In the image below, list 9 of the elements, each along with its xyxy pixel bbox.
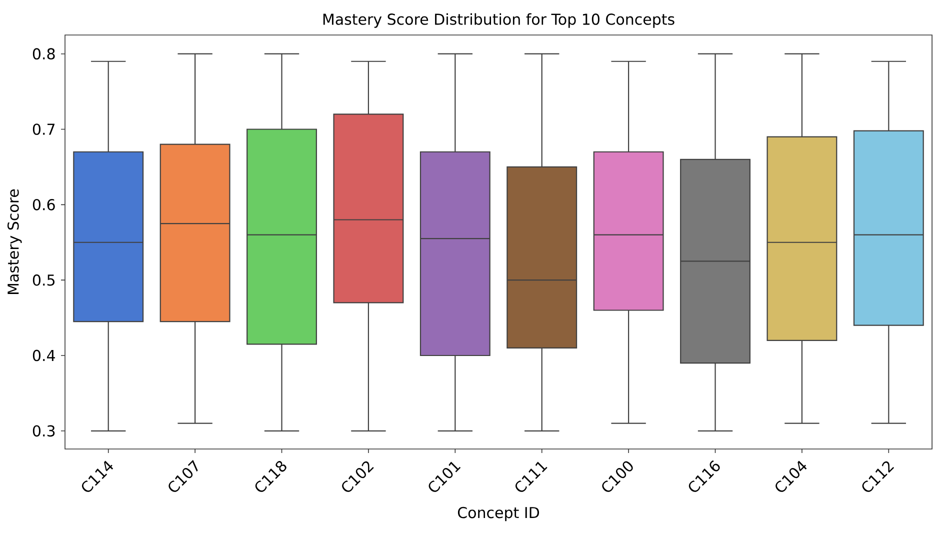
y-tick-label: 0.3 [32, 425, 55, 437]
chart-title: Mastery Score Distribution for Top 10 Concepts [323, 13, 674, 28]
y-axis-title: Mastery Score [7, 189, 22, 294]
y-tick-label: 0.7 [32, 124, 55, 135]
y-tick-label: 0.4 [32, 350, 55, 362]
x-axis-title: Concept ID [458, 506, 540, 522]
y-tick-label: 0.6 [32, 198, 55, 210]
y-tick-label: 0.8 [32, 48, 55, 60]
y-tick-label: 0.5 [32, 274, 54, 286]
